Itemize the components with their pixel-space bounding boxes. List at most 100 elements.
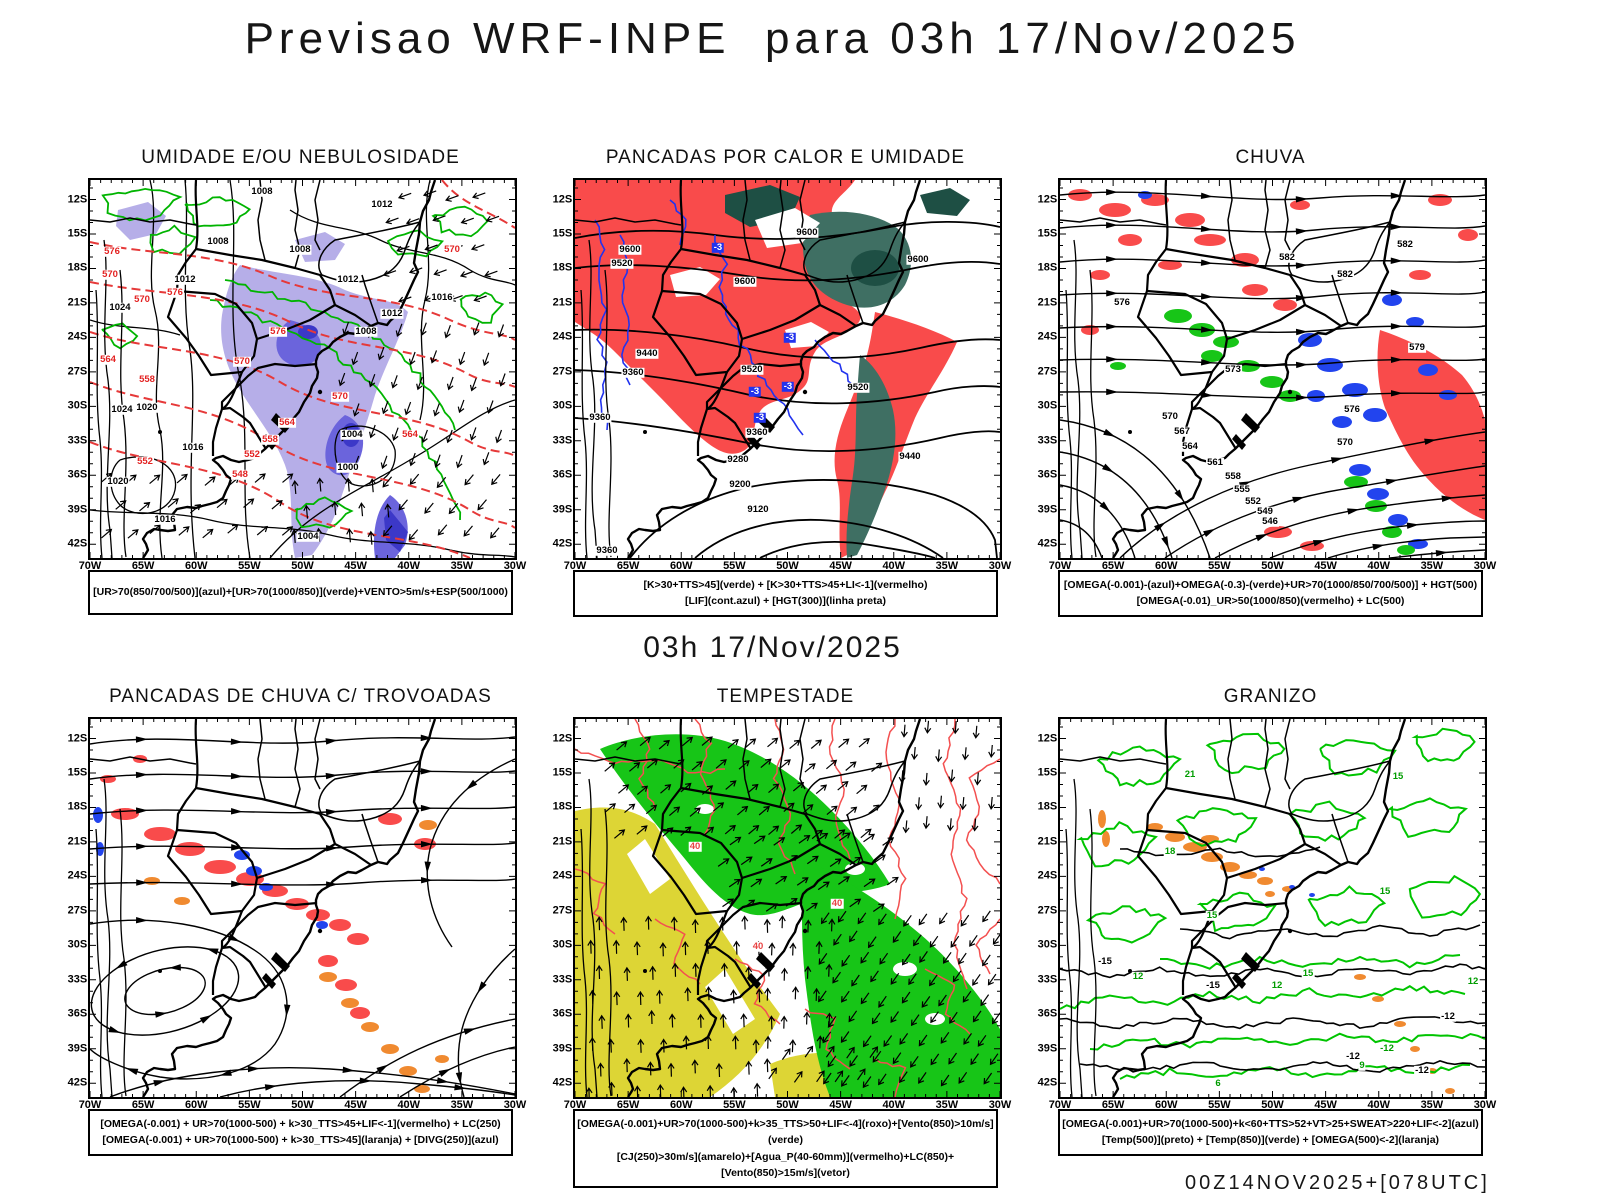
lat-label: 12S	[67, 732, 88, 744]
lat-label: 12S	[1037, 732, 1058, 744]
lat-label: 30S	[552, 399, 573, 412]
caption-umidade: [UR>70(850/700/500)](azul)+[UR>70(1000/8…	[88, 570, 513, 615]
caption-line: [OMEGA(-0.001)+UR>70(1000-500)+k<60+TTS>…	[1062, 1118, 1479, 1130]
lif-contours-blue	[594, 199, 854, 436]
lat-label: 21S	[1037, 296, 1058, 309]
lat-label: 24S	[67, 330, 88, 343]
lat-label: 21S	[1037, 835, 1058, 848]
lat-label: 27S	[1037, 365, 1058, 378]
page-title: Previsao WRF-INPE para 03h 17/Nov/2025	[244, 14, 1301, 63]
lat-label: 33S	[552, 973, 573, 986]
map-pancadas-calor: 12S 15S 18S 21S 24S 27S 30S 33S 36S 39S 42S 70W 65W 6…	[553, 178, 1011, 572]
lat-label: 24S	[552, 869, 573, 882]
lat-label: 27S	[552, 904, 573, 917]
panel-title-granizo: GRANIZO	[1223, 686, 1318, 707]
lat-label: 12S	[1037, 193, 1058, 205]
lat-label: 21S	[67, 835, 88, 848]
lat-label: 18S	[67, 800, 88, 813]
caption-line: [CJ(250)>30m/s](amarelo)+[Agua_P(40-60mm…	[616, 1150, 955, 1179]
lat-label: 21S	[552, 835, 573, 848]
lat-label: 24S	[1037, 869, 1058, 882]
lat-label: 15S	[552, 766, 573, 779]
streamlines	[1060, 188, 1485, 558]
lat-label: 18S	[1037, 261, 1058, 274]
lat-label: 39S	[552, 1042, 573, 1055]
lat-label: 39S	[552, 503, 573, 516]
caption-line: [OMEGA(-0.001)+UR>70(1000-500)+k>35_TTS>…	[577, 1118, 994, 1147]
caption-trovoadas: [OMEGA(-0.001) + UR>70(1000-500) + k>30_…	[88, 1109, 513, 1156]
caption-chuva: [OMEGA(-0.001)-(azul)+OMEGA(-0.3)-(verde…	[1058, 570, 1483, 617]
valid-time-label: 03h 17/Nov/2025	[643, 631, 902, 664]
lat-label: 30S	[552, 938, 573, 951]
lat-label: 27S	[1037, 904, 1058, 917]
lat-label: 15S	[67, 227, 88, 240]
humidity-shading	[116, 202, 408, 558]
lat-label: 39S	[67, 503, 88, 516]
panel-title-tempestade: TEMPESTADE	[716, 686, 855, 707]
hgt300-contours	[575, 220, 1000, 558]
lat-label: 33S	[1037, 434, 1058, 447]
lat-label: 36S	[1037, 1007, 1058, 1020]
lat-label: 12S	[552, 732, 573, 744]
lat-label: 21S	[67, 296, 88, 309]
lat-label: 42S	[552, 537, 573, 550]
caption-line: [UR>70(850/700/500)](azul)+[UR>70(1000/8…	[93, 586, 508, 599]
lat-label: 27S	[67, 365, 88, 378]
map-trovoadas: 12S 15S 18S 21S 24S 27S 30S 33S 36S 39S 42S 70W 65W 6…	[68, 717, 526, 1111]
hail-shading	[1098, 810, 1455, 1094]
lat-label: 42S	[67, 537, 88, 550]
caption-line: [OMEGA(-0.001) + UR>70(1000-500) + k>30_…	[102, 1134, 499, 1147]
panel-title-trovoadas: PANCADAS DE CHUVA C/ TROVOADAS	[109, 686, 492, 707]
caption-line: [OMEGA(-0.001) + UR>70(1000-500) + k>30_…	[100, 1118, 501, 1130]
map-granizo: 12S 15S 18S 21S 24S 27S 30S 33S 36S 39S 42S 70W 65W 6…	[1038, 717, 1496, 1111]
lat-label: 33S	[552, 434, 573, 447]
caption-tempestade: [OMEGA(-0.001)+UR>70(1000-500)+k>35_TTS>…	[573, 1109, 998, 1189]
lat-label: 18S	[1037, 800, 1058, 813]
lat-label: 12S	[552, 193, 573, 205]
lat-label: 27S	[552, 365, 573, 378]
lat-label: 27S	[67, 904, 88, 917]
panel-title-chuva: CHUVA	[1235, 147, 1306, 168]
map-tempestade: 12S 15S 18S 21S 24S 27S 30S 33S 36S 39S 42S 70W 65W 6…	[553, 717, 1011, 1111]
lat-label: 24S	[67, 869, 88, 882]
caption-line: [K>30+TTS>45](verde) + [K>30+TTS>45+LI<-…	[643, 579, 928, 591]
lat-label: 18S	[552, 800, 573, 813]
lat-label: 15S	[1037, 766, 1058, 779]
panel-title-pancadas-calor: PANCADAS POR CALOR E UMIDADE	[605, 147, 966, 168]
lat-label: 21S	[552, 296, 573, 309]
caption-granizo: [OMEGA(-0.001)+UR>70(1000-500)+k<60+TTS>…	[1058, 1109, 1483, 1156]
caption-line: [OMEGA(-0.01)_UR>50(1000/850)(vermelho) …	[1136, 595, 1405, 608]
storm-shading	[575, 734, 1000, 1097]
lat-label: 36S	[552, 1007, 573, 1020]
caption-line: [Temp(500)](preto) + [Temp(850)](verde) …	[1101, 1134, 1440, 1147]
lat-label: 36S	[67, 1007, 88, 1020]
lat-label: 18S	[552, 261, 573, 274]
lat-label: 42S	[1037, 537, 1058, 550]
lat-label: 24S	[1037, 330, 1058, 343]
streamlines	[90, 734, 515, 1097]
lat-label: 24S	[552, 330, 573, 343]
lat-label: 18S	[67, 261, 88, 274]
lat-label: 39S	[1037, 503, 1058, 516]
lat-label: 30S	[1037, 399, 1058, 412]
lat-label: 42S	[1037, 1076, 1058, 1089]
lat-label: 30S	[67, 938, 88, 951]
lat-label: 12S	[67, 193, 88, 205]
lat-label: 33S	[1037, 973, 1058, 986]
rain-shading	[1068, 189, 1485, 555]
lat-label: 39S	[1037, 1042, 1058, 1055]
lat-label: 33S	[67, 434, 88, 447]
wind-vectors	[604, 736, 883, 840]
lat-label: 33S	[67, 973, 88, 986]
panel-title-umidade: UMIDADE E/OU NEBULOSIDADE	[141, 147, 460, 168]
caption-pancadas-calor: [K>30+TTS>45](verde) + [K>30+TTS>45+LI<-…	[573, 570, 998, 617]
lat-label: 36S	[552, 468, 573, 481]
run-info-label: 00Z14NOV2025+[078UTC]	[1185, 1172, 1490, 1194]
lat-label: 30S	[67, 399, 88, 412]
lat-label: 15S	[67, 766, 88, 779]
shower-shading	[93, 755, 449, 1093]
wind-vectors	[382, 190, 500, 304]
lat-label: 42S	[552, 1076, 573, 1089]
lat-label: 39S	[67, 1042, 88, 1055]
